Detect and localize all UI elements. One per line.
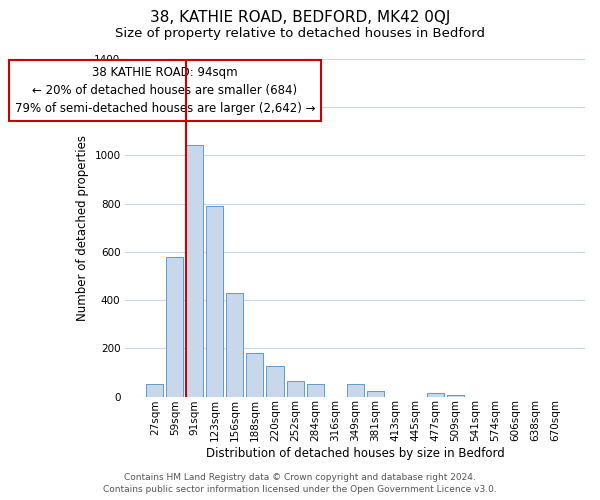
- Text: 38 KATHIE ROAD: 94sqm
← 20% of detached houses are smaller (684)
79% of semi-det: 38 KATHIE ROAD: 94sqm ← 20% of detached …: [14, 66, 315, 115]
- Text: 38, KATHIE ROAD, BEDFORD, MK42 0QJ: 38, KATHIE ROAD, BEDFORD, MK42 0QJ: [150, 10, 450, 25]
- Bar: [307, 384, 323, 396]
- Bar: [367, 390, 384, 396]
- Bar: [146, 384, 163, 396]
- Bar: [187, 144, 203, 396]
- Y-axis label: Number of detached properties: Number of detached properties: [76, 135, 89, 321]
- Bar: [166, 256, 184, 396]
- Bar: [287, 381, 304, 396]
- Text: Contains HM Land Registry data © Crown copyright and database right 2024.
Contai: Contains HM Land Registry data © Crown c…: [103, 472, 497, 494]
- Bar: [266, 366, 284, 396]
- X-axis label: Distribution of detached houses by size in Bedford: Distribution of detached houses by size …: [206, 447, 505, 460]
- Text: Size of property relative to detached houses in Bedford: Size of property relative to detached ho…: [115, 28, 485, 40]
- Bar: [427, 393, 444, 396]
- Bar: [226, 293, 244, 397]
- Bar: [347, 384, 364, 396]
- Bar: [206, 206, 223, 396]
- Bar: [247, 353, 263, 397]
